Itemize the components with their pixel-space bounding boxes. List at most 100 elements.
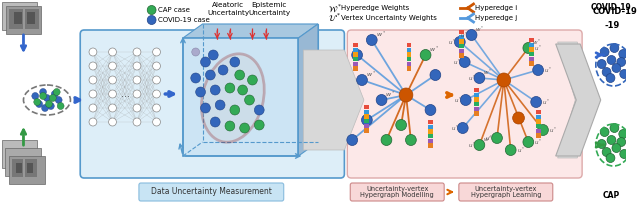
Circle shape [240,123,250,133]
Circle shape [147,6,156,14]
Bar [9,156,45,184]
Text: $w^*$: $w^*$ [376,29,386,39]
Circle shape [399,88,413,102]
Circle shape [152,90,161,98]
Circle shape [89,90,97,98]
Text: $\mathcal{W}^*$: $\mathcal{W}^*$ [328,2,342,14]
Circle shape [192,48,200,56]
Circle shape [133,48,141,56]
Circle shape [610,43,619,52]
Circle shape [523,42,534,53]
Circle shape [133,118,141,126]
Circle shape [347,134,358,145]
Bar [353,57,358,61]
Bar [474,102,479,106]
Circle shape [133,62,141,70]
Circle shape [460,57,470,68]
Circle shape [617,58,626,67]
Bar [13,12,22,24]
Polygon shape [303,50,364,150]
Circle shape [454,37,465,48]
Circle shape [597,140,606,149]
Circle shape [420,50,431,61]
Bar [353,62,358,66]
Text: $u^*$: $u^*$ [549,125,557,135]
Circle shape [430,70,441,81]
Circle shape [109,90,116,98]
Bar [428,143,433,148]
Circle shape [366,34,377,45]
Circle shape [619,130,628,139]
Text: $u^*$: $u^*$ [460,30,468,40]
Bar [460,30,464,34]
Circle shape [152,48,161,56]
Circle shape [230,57,240,67]
Circle shape [152,76,161,84]
Bar [406,62,412,66]
Bar [474,111,479,116]
Circle shape [612,143,621,153]
Circle shape [538,124,548,135]
Circle shape [89,118,97,126]
Circle shape [205,70,215,80]
Bar [460,35,464,39]
Circle shape [352,50,362,61]
Circle shape [89,104,97,112]
Bar [406,66,412,71]
Circle shape [40,89,47,95]
Circle shape [237,85,248,95]
FancyBboxPatch shape [350,183,444,201]
Polygon shape [202,24,318,142]
Circle shape [376,94,387,105]
Text: $u^*$: $u^*$ [468,140,476,150]
Circle shape [458,122,468,133]
Circle shape [523,136,534,147]
Circle shape [89,48,97,56]
Text: $w^*$: $w^*$ [366,69,376,79]
Bar [529,61,534,66]
Circle shape [244,95,254,105]
Circle shape [89,62,97,70]
Text: $\mathcal{U}^*$: $\mathcal{U}^*$ [328,12,340,24]
Bar [353,52,358,57]
Bar [6,6,41,34]
Circle shape [362,114,372,125]
Text: $w^*$: $w^*$ [483,134,493,144]
Text: Data Uncertainty Measurement: Data Uncertainty Measurement [151,187,272,196]
Circle shape [109,118,116,126]
Bar [474,88,479,92]
Circle shape [191,73,200,83]
Text: Vertex Uncertainty Weights: Vertex Uncertainty Weights [342,15,437,21]
Circle shape [211,85,220,95]
Circle shape [248,75,257,85]
Circle shape [133,104,141,112]
Circle shape [225,83,235,93]
Bar [428,129,433,134]
Bar [460,44,464,48]
Polygon shape [183,38,298,156]
Circle shape [44,94,51,102]
Bar [12,159,24,177]
Text: COVID-19: COVID-19 [591,3,632,12]
Circle shape [531,96,541,108]
Bar [536,110,541,114]
FancyBboxPatch shape [459,183,553,201]
Circle shape [109,104,116,112]
Polygon shape [183,24,318,38]
Bar [364,119,369,123]
Bar [529,47,534,52]
Circle shape [211,117,220,127]
Text: Hyperedge Weights: Hyperedge Weights [342,5,410,11]
Bar [529,52,534,56]
Circle shape [49,94,56,102]
Bar [2,2,37,30]
Circle shape [406,134,416,145]
Circle shape [396,120,406,131]
Circle shape [225,121,235,131]
Text: Uncertainty-vertex
Hypergraph Modelling: Uncertainty-vertex Hypergraph Modelling [360,185,434,198]
Bar [353,43,358,47]
Circle shape [513,112,524,124]
Circle shape [200,103,211,113]
Text: $w^*$: $w^*$ [429,44,440,54]
Circle shape [109,62,116,70]
